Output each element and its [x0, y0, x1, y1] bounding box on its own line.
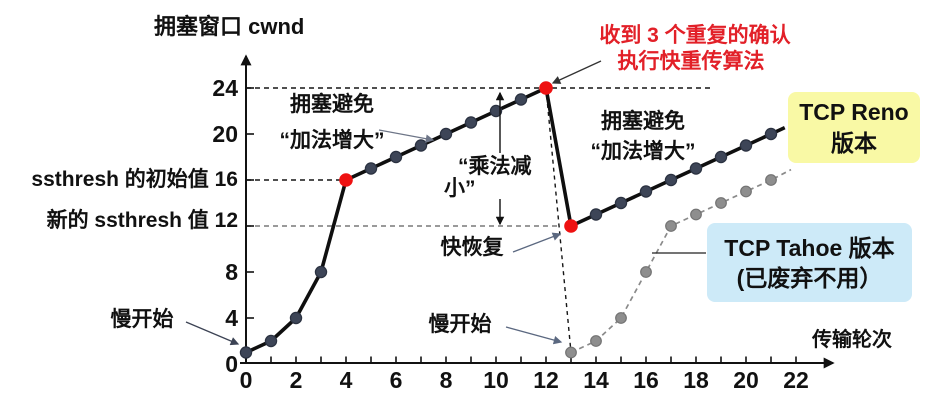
x-tick-label: 2 — [289, 367, 303, 393]
x-tick-label: 8 — [439, 367, 453, 393]
congestion-avoidance-left-label: 拥塞避免 “加法增大” — [280, 87, 385, 159]
congestion-avoidance-right-line1: 拥塞避免 — [601, 110, 685, 133]
tcp-reno-dot — [364, 162, 378, 175]
x-tick-label: 20 — [733, 367, 759, 393]
tcp-reno-dot — [439, 127, 453, 141]
tcp-tahoe-dot — [565, 346, 577, 359]
fast-recovery-label: 快恢复 — [440, 236, 504, 259]
reference-line — [545, 87, 572, 353]
x-tick-label: 18 — [683, 367, 709, 393]
ssthresh-initial-label: ssthresh 的初始值 16 — [31, 168, 238, 191]
legend-tcp-reno-line2: 版本 — [831, 129, 877, 156]
tcp-reno-dot — [489, 104, 503, 118]
congestion-avoidance-left-line2: “加法增大” — [279, 129, 385, 152]
tcp-tahoe-dot — [740, 185, 752, 198]
alert-arrow — [551, 60, 602, 84]
legend-tcp-tahoe: TCP Tahoe 版本 (已废弃不用） — [707, 223, 912, 302]
y-tick-label: 8 — [225, 259, 238, 285]
tcp-tahoe-dot — [590, 335, 602, 347]
y-tick-label: 20 — [212, 121, 238, 147]
slow-start-right-label: 慢开始 — [428, 313, 492, 336]
tcp-reno-dot — [289, 311, 303, 325]
tcp-tahoe-dot — [640, 266, 652, 278]
tcp-reno-dot — [739, 139, 753, 152]
x-tick-label: 16 — [633, 367, 659, 393]
congestion-avoidance-left-line1: 拥塞避免 — [290, 93, 374, 116]
x-tick-label: 6 — [389, 367, 403, 393]
ca-left-arrow — [378, 129, 435, 143]
multiplicative-decrease-line1: “乘法减 — [458, 155, 532, 178]
legend-tcp-reno-line1: TCP Reno — [799, 98, 909, 125]
tcp-reno-dot — [264, 334, 278, 348]
x-tick-label: 14 — [583, 367, 609, 393]
congestion-avoidance-right-label: 拥塞避免 “加法增大” — [591, 107, 696, 167]
legend-tcp-tahoe-line1: TCP Tahoe 版本 — [724, 234, 895, 261]
tcp-reno-dot — [414, 139, 428, 152]
tcp-reno-dot — [639, 185, 653, 198]
highlight-dot — [539, 81, 553, 95]
tcp-tahoe-line — [570, 168, 792, 354]
slow-start-left-arrow — [185, 321, 240, 346]
x-tick-label: 0 — [239, 367, 253, 393]
tcp-tahoe-dot — [690, 208, 702, 221]
fast-retransmit-alert-line2: 执行快重传算法 — [617, 50, 765, 73]
tcp-reno-dot — [314, 265, 328, 279]
slow-start-right-arrow — [505, 326, 563, 345]
tcp-reno-dot — [514, 93, 528, 106]
x-tick-label: 10 — [483, 367, 509, 393]
tcp-reno-dot — [464, 116, 478, 129]
tcp-reno-dot — [389, 150, 403, 164]
fast-retransmit-alert-line1: 收到 3 个重复的确认 — [599, 24, 791, 47]
x-tick-label: 22 — [783, 367, 809, 393]
multiplicative-decrease-line2: 小” — [444, 177, 476, 200]
highlight-dot — [564, 219, 578, 233]
tcp-reno-dot — [589, 208, 603, 221]
tcp-reno-dot — [614, 196, 628, 210]
y-tick-label: 24 — [212, 75, 238, 101]
y-tick-label: 0 — [225, 351, 238, 377]
tcp-tahoe-dot — [715, 197, 727, 209]
x-axis-title: 传输轮次 — [812, 329, 892, 351]
tcp-reno-dot — [764, 127, 778, 141]
legend-tcp-tahoe-line2: (已废弃不用） — [736, 264, 883, 291]
fast-recovery-arrow — [512, 232, 562, 253]
tcp-reno-dot — [689, 162, 703, 175]
x-tick-label: 12 — [533, 367, 559, 393]
x-tick-label: 4 — [339, 367, 353, 393]
ssthresh-new-label: 新的 ssthresh 值 12 — [46, 209, 238, 232]
tcp-reno-dot — [664, 173, 678, 187]
slow-start-left-label: 慢开始 — [110, 308, 174, 331]
highlight-dot — [339, 173, 353, 187]
tcp-tahoe-dot — [765, 174, 777, 186]
congestion-avoidance-right-line2: “加法增大” — [590, 140, 696, 163]
tcp-tahoe-dot — [615, 312, 627, 324]
legend-tcp-reno: TCP Reno 版本 — [788, 92, 920, 163]
y-axis-title: 拥塞窗口 cwnd — [154, 14, 305, 39]
tcp-tahoe-dot — [665, 220, 677, 232]
tcp-reno-dot — [714, 150, 728, 164]
tcp-reno-dot — [239, 346, 253, 359]
y-tick-label: 4 — [225, 305, 238, 331]
